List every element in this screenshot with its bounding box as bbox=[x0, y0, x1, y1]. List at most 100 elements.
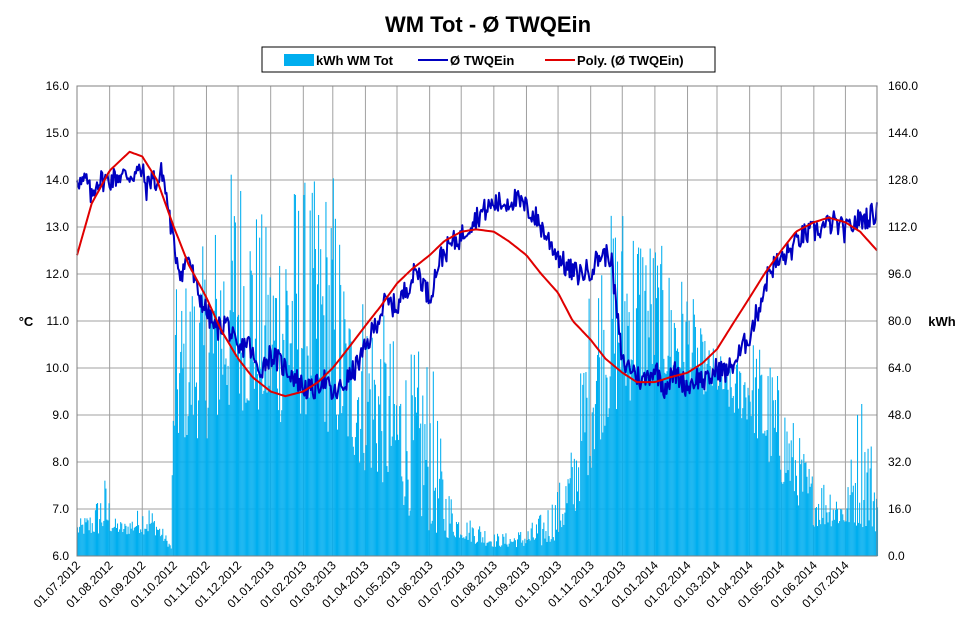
bar bbox=[582, 384, 584, 556]
bar bbox=[819, 519, 821, 556]
bar bbox=[668, 277, 670, 556]
bar bbox=[831, 520, 833, 556]
bar bbox=[161, 534, 163, 556]
bar bbox=[875, 498, 877, 556]
bar bbox=[743, 384, 745, 556]
bar bbox=[445, 498, 447, 556]
bar bbox=[284, 362, 286, 556]
bar bbox=[662, 290, 664, 556]
bar bbox=[102, 526, 104, 556]
bar bbox=[633, 372, 635, 556]
bar bbox=[341, 413, 343, 556]
bar bbox=[297, 349, 299, 556]
bar bbox=[735, 364, 737, 556]
bar bbox=[805, 462, 807, 556]
bar bbox=[463, 537, 465, 556]
bar bbox=[362, 304, 364, 556]
bar bbox=[542, 528, 544, 556]
bar bbox=[429, 423, 431, 556]
bar bbox=[248, 400, 250, 556]
bar bbox=[144, 528, 146, 556]
bar bbox=[681, 281, 683, 556]
bar bbox=[521, 542, 523, 556]
bar bbox=[255, 219, 257, 556]
bar bbox=[295, 293, 297, 556]
bar bbox=[267, 294, 269, 556]
bar bbox=[254, 338, 256, 556]
bar bbox=[527, 531, 529, 556]
bar bbox=[126, 534, 128, 556]
bar bbox=[118, 531, 120, 556]
bar bbox=[551, 504, 553, 556]
bar bbox=[214, 234, 216, 557]
bar bbox=[438, 498, 440, 556]
bar bbox=[268, 385, 270, 556]
bar bbox=[353, 454, 355, 556]
bar bbox=[514, 540, 516, 556]
bar bbox=[257, 374, 259, 556]
bar bbox=[208, 352, 210, 556]
bar bbox=[832, 509, 834, 556]
y-left-tick-label: 8.0 bbox=[52, 455, 69, 469]
bar bbox=[412, 440, 414, 556]
bar bbox=[755, 358, 757, 556]
bar bbox=[413, 354, 415, 556]
bar bbox=[578, 467, 580, 556]
bar bbox=[667, 355, 669, 556]
y-right-tick-label: 80.0 bbox=[888, 314, 912, 328]
bar bbox=[766, 430, 768, 556]
bar bbox=[497, 533, 499, 556]
bar bbox=[488, 541, 490, 556]
bar bbox=[160, 536, 162, 556]
bar bbox=[181, 310, 183, 556]
bar bbox=[435, 532, 437, 556]
bar bbox=[595, 380, 597, 556]
bar bbox=[806, 476, 808, 556]
line-series bbox=[76, 150, 878, 400]
bar bbox=[319, 377, 321, 556]
bar bbox=[221, 348, 223, 556]
bar bbox=[286, 290, 288, 556]
bar bbox=[77, 527, 79, 556]
bar bbox=[666, 371, 668, 556]
bar bbox=[554, 505, 556, 556]
bar bbox=[392, 341, 394, 556]
bar bbox=[750, 416, 752, 556]
bar bbox=[481, 542, 483, 556]
y-left-tick-label: 14.0 bbox=[46, 173, 70, 187]
bar bbox=[280, 422, 282, 556]
bar bbox=[710, 382, 712, 556]
bar bbox=[559, 482, 561, 556]
bar bbox=[584, 432, 586, 556]
bar bbox=[179, 373, 181, 556]
bar bbox=[394, 440, 396, 556]
y-right-tick-label: 16.0 bbox=[888, 502, 912, 516]
bar bbox=[512, 541, 514, 556]
bar bbox=[801, 459, 803, 556]
bar bbox=[249, 251, 251, 556]
bar bbox=[864, 452, 866, 556]
bar bbox=[574, 510, 576, 556]
bar bbox=[389, 343, 391, 556]
bar bbox=[605, 374, 607, 556]
bar bbox=[630, 359, 632, 556]
bar bbox=[103, 520, 105, 556]
bar bbox=[242, 410, 244, 556]
bar bbox=[313, 181, 315, 557]
bar bbox=[162, 528, 164, 556]
bar bbox=[314, 249, 316, 556]
bar bbox=[854, 482, 856, 556]
bar bbox=[366, 336, 368, 556]
bar bbox=[557, 492, 559, 556]
y-left-tick-label: 6.0 bbox=[52, 549, 69, 563]
bar bbox=[840, 509, 842, 556]
bar bbox=[203, 345, 205, 556]
bar bbox=[848, 522, 850, 556]
bar bbox=[94, 510, 96, 556]
bar bbox=[457, 524, 459, 556]
bar bbox=[104, 480, 106, 556]
bar bbox=[278, 410, 280, 556]
bar bbox=[543, 522, 545, 556]
y-left-tick-label: 13.0 bbox=[46, 220, 70, 234]
bar bbox=[108, 503, 110, 556]
